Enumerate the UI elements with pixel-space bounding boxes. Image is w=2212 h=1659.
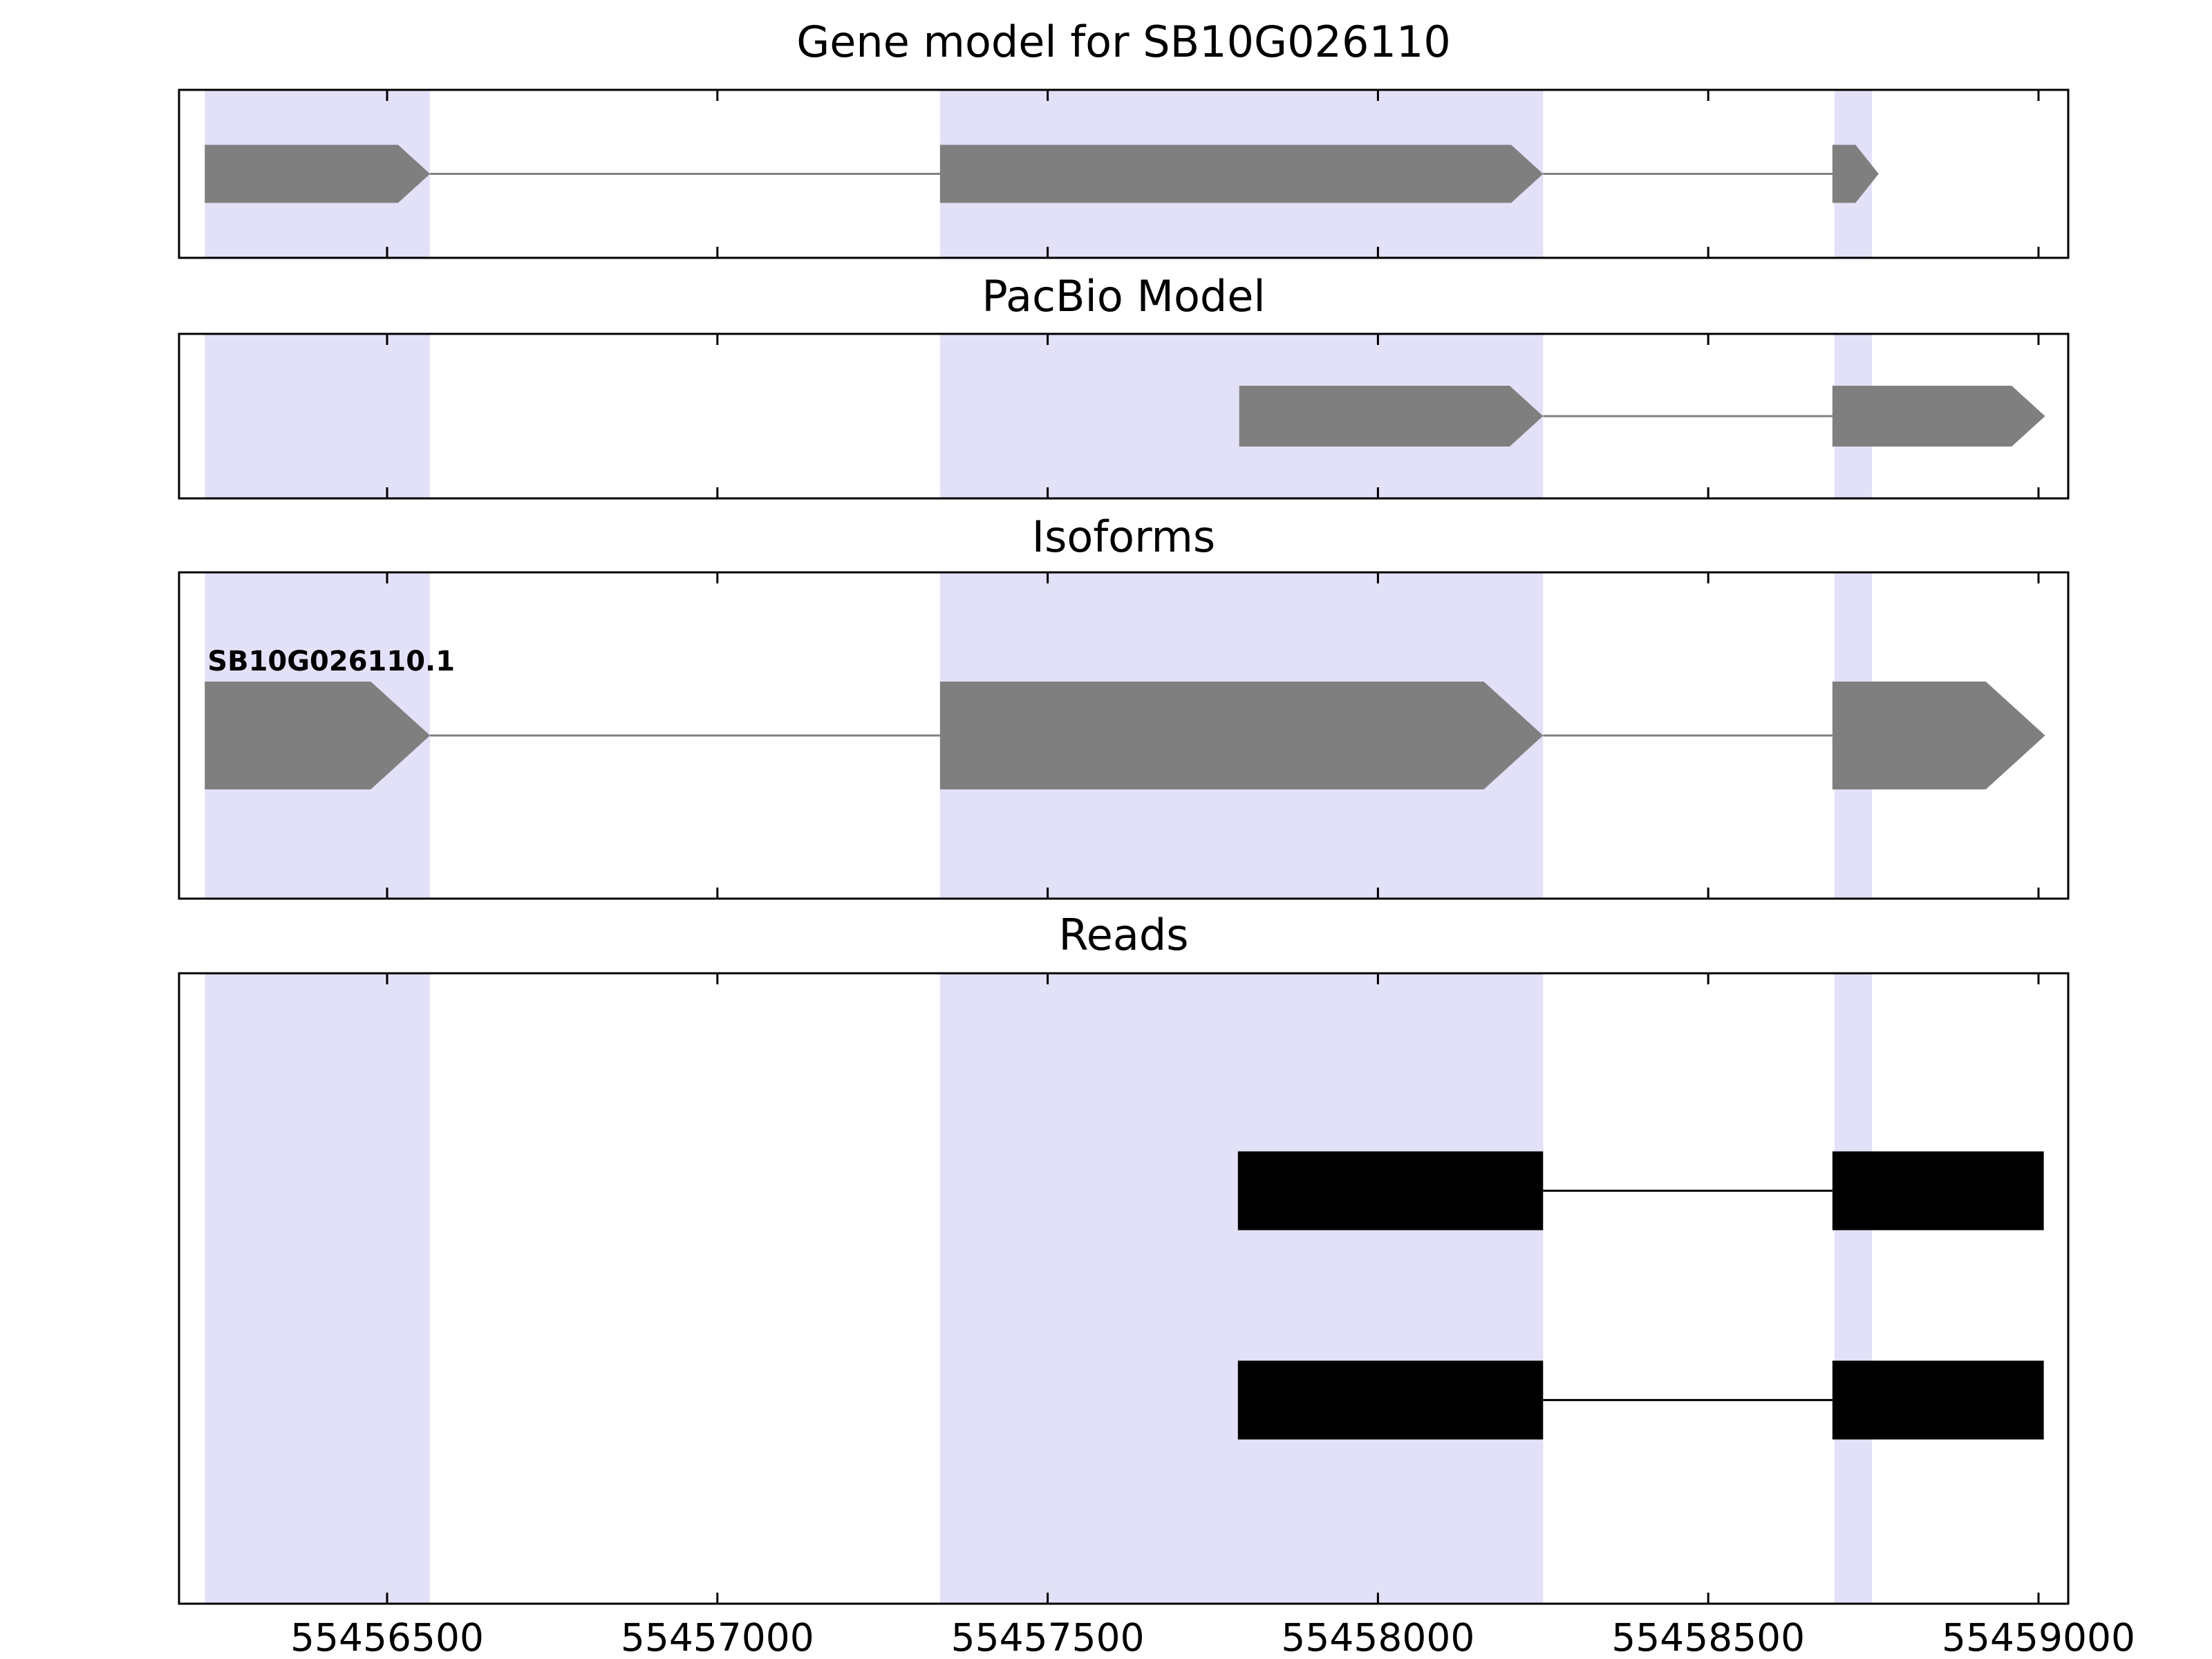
x-axis-tick-label: 55457500 [951, 1615, 1145, 1659]
read-block [1832, 1151, 2044, 1230]
panel-title-pacbio-model: PacBio Model [982, 271, 1266, 321]
exon-block [939, 144, 1544, 203]
exon-block [1832, 386, 2045, 447]
read-block [1237, 1151, 1544, 1230]
exon-block [1832, 144, 1879, 203]
highlight-region [205, 334, 431, 498]
x-axis-tick-label: 55458500 [1611, 1615, 1805, 1659]
exon-block [939, 682, 1544, 789]
isoform-label: SB10G026110.1 [207, 646, 455, 677]
panel-border-gene-model [178, 88, 2070, 259]
x-axis-tick-label: 55457000 [621, 1615, 814, 1659]
panel-border-reads [178, 972, 2070, 1605]
exon-block [205, 144, 431, 203]
exon-block [1239, 386, 1544, 447]
read-block [1237, 1360, 1544, 1440]
highlight-region [205, 973, 431, 1604]
panel-title-isoforms: Isoforms [1031, 512, 1216, 562]
x-axis-tick-label: 55456500 [290, 1615, 484, 1659]
panel-border-isoforms [178, 571, 2070, 900]
x-axis-tick-label: 55458000 [1281, 1615, 1474, 1659]
highlight-region [1834, 973, 1873, 1604]
x-axis-tick-label: 55459000 [1942, 1615, 2135, 1659]
panel-border-pacbio-model [178, 332, 2070, 500]
panel-title-gene-model: Gene model for SB10G026110 [796, 17, 1451, 67]
read-block [1832, 1360, 2044, 1440]
highlight-region [939, 973, 1544, 1604]
exon-block [205, 682, 431, 789]
panel-title-reads: Reads [1058, 910, 1189, 960]
exon-block [1832, 682, 2045, 789]
